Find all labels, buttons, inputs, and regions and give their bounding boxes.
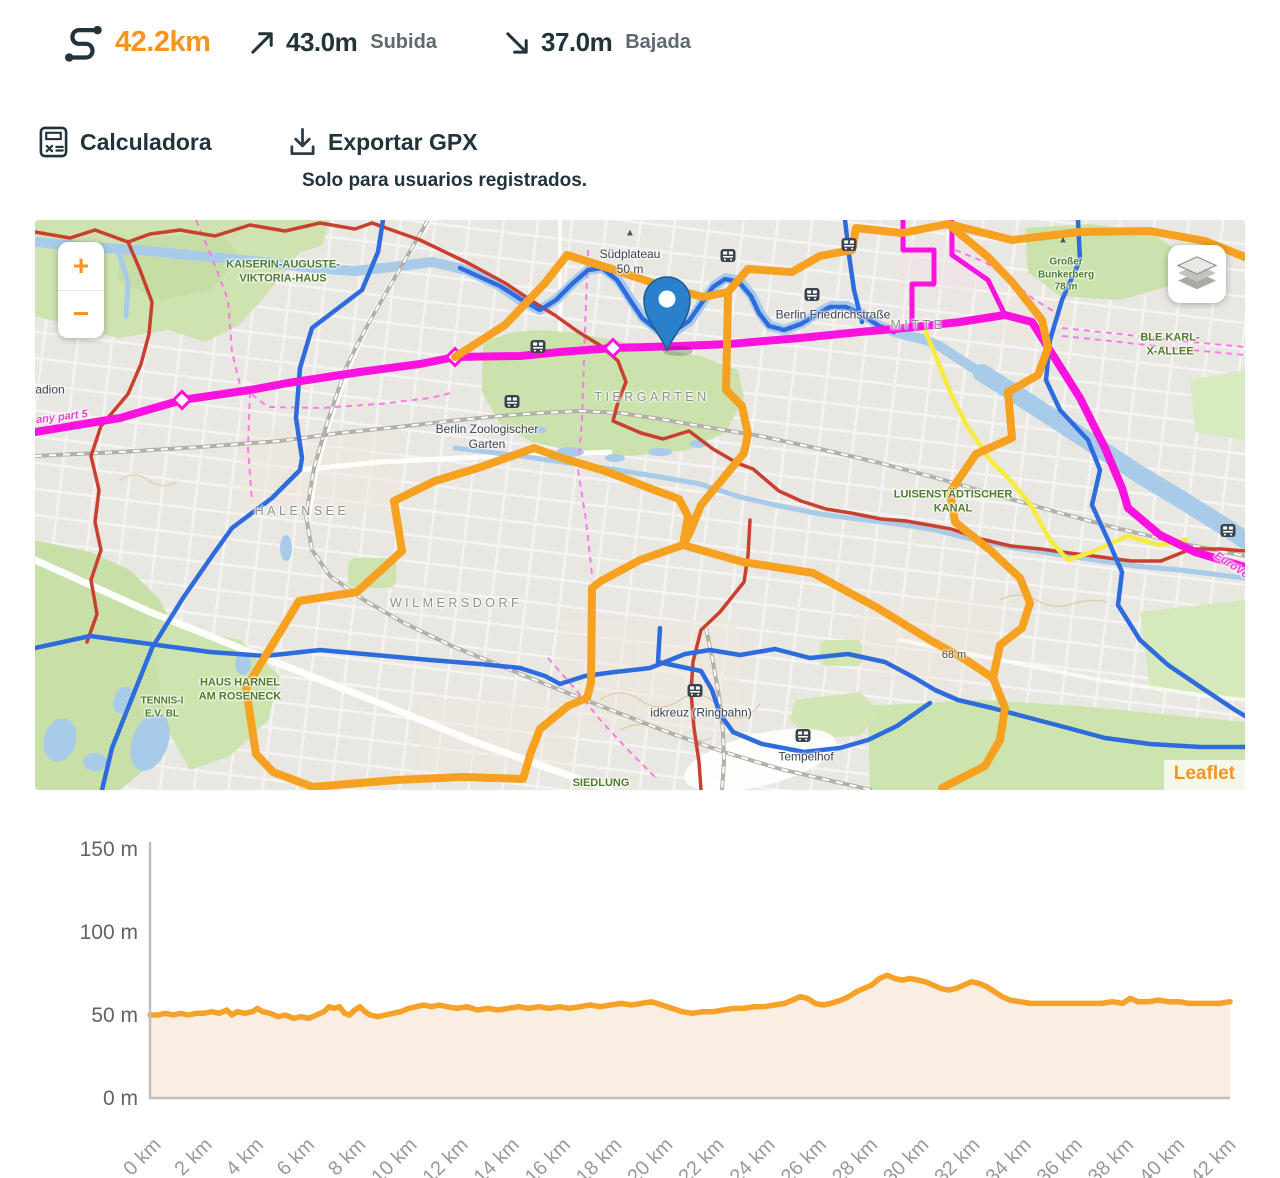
x-axis-tick: 12 km <box>419 1134 473 1178</box>
calculator-icon <box>39 126 68 158</box>
leaflet-attribution[interactable]: Leaflet <box>1163 760 1245 790</box>
x-axis-tick: 22 km <box>674 1134 728 1178</box>
y-axis-tick: 100 m <box>80 921 138 944</box>
x-axis-tick: 10 km <box>367 1134 421 1178</box>
y-axis-tick: 0 m <box>103 1087 138 1110</box>
calculator-label: Calculadora <box>80 128 212 155</box>
x-axis-tick: 34 km <box>982 1134 1036 1178</box>
x-axis-tick: 28 km <box>828 1134 882 1178</box>
x-axis-tick: 38 km <box>1084 1134 1138 1178</box>
x-axis-tick: 16 km <box>521 1134 575 1178</box>
x-axis-tick: 8 km <box>324 1134 370 1178</box>
route-distance-icon <box>65 25 102 62</box>
export-gpx-label: Exportar GPX <box>328 128 478 155</box>
layers-control[interactable] <box>1168 245 1226 303</box>
map-canvas <box>35 220 1245 790</box>
x-axis-tick: 26 km <box>777 1134 831 1178</box>
ascent-value: 43.0m <box>286 26 358 57</box>
ascent-label: Subida <box>370 30 437 53</box>
route-map[interactable]: KAISERIN-AUGUSTE- VIKTORIA-HAUS Südplatea… <box>35 220 1245 790</box>
distance-value: 42.2km <box>115 25 211 58</box>
elevation-line <box>147 972 1233 1022</box>
download-icon <box>290 128 315 156</box>
x-axis-tick: 6 km <box>273 1134 319 1178</box>
distance-stat: 42.2km <box>58 22 211 62</box>
y-axis-tick: 50 m <box>91 1004 138 1027</box>
layers-icon <box>1176 256 1218 290</box>
calculator-button[interactable]: Calculadora <box>38 124 212 160</box>
zoom-in-button[interactable]: + <box>58 242 104 291</box>
zoom-out-button[interactable]: − <box>58 291 104 339</box>
map-zoom-control: + − <box>58 242 104 338</box>
x-axis-tick: 4 km <box>222 1134 268 1178</box>
x-axis-tick: 24 km <box>726 1134 780 1178</box>
descent-arrow-icon <box>506 31 528 54</box>
x-axis-tick: 30 km <box>879 1134 933 1178</box>
x-axis-tick: 36 km <box>1033 1134 1087 1178</box>
descent-label: Bajada <box>625 30 691 53</box>
map-marker[interactable] <box>643 276 693 356</box>
descent-stat: 37.0m Bajada <box>503 22 691 62</box>
x-axis-tick: 2 km <box>171 1134 217 1178</box>
x-axis-tick: 32 km <box>930 1134 984 1178</box>
x-axis-tick: 20 km <box>623 1134 677 1178</box>
x-axis-tick: 42 km <box>1186 1134 1240 1178</box>
elevation-area <box>150 975 1230 1098</box>
ascent-arrow-icon <box>251 31 273 54</box>
export-note: Solo para usuarios registrados. <box>302 170 588 191</box>
x-axis-tick: 18 km <box>572 1134 626 1178</box>
x-axis-tick: 40 km <box>1135 1134 1189 1178</box>
export-gpx-button[interactable]: Exportar GPX <box>288 124 478 160</box>
y-axis-tick: 150 m <box>80 838 138 861</box>
x-axis-tick: 14 km <box>470 1134 524 1178</box>
x-axis-tick: 0 km <box>119 1134 165 1178</box>
chart-axes <box>148 842 1230 1100</box>
ascent-stat: 43.0m Subida <box>248 22 437 62</box>
descent-value: 37.0m <box>541 26 613 57</box>
elevation-chart: 0 m 50 m 100 m 150 m 0 km 2 km 4 km 6 km 8 km10 … <box>80 838 1241 1178</box>
